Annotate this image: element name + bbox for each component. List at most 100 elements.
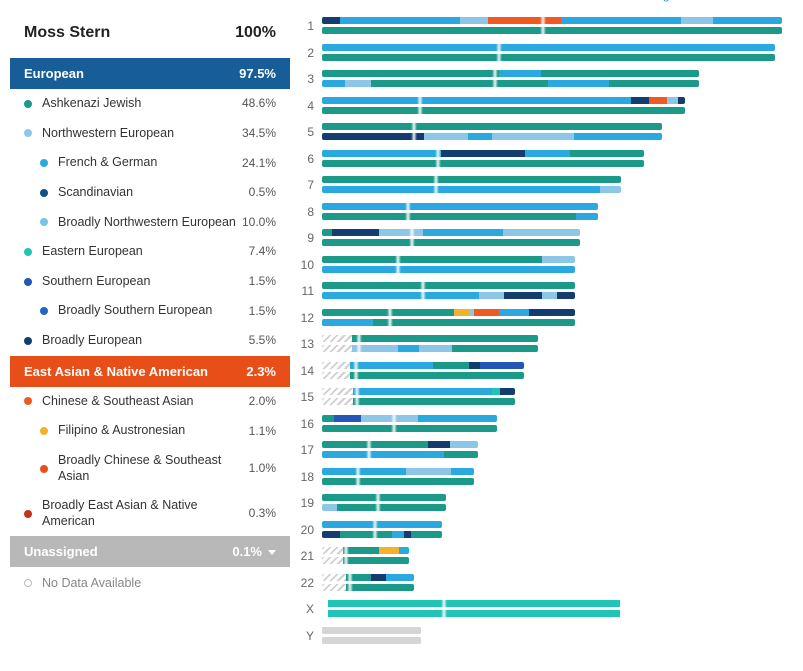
chromosome-tracks [322,362,524,380]
ancestry-item[interactable]: Broadly East Asian & Native American0.3% [10,491,290,536]
chromosome-segment [379,229,423,236]
ancestry-item[interactable]: Ashkenazi Jewish48.6% [10,89,290,119]
ancestry-item[interactable]: Broadly Northwestern European10.0% [10,208,290,238]
chromosome-segment [322,17,340,24]
chromosome-track [322,478,474,485]
chromosome-segment [345,80,371,87]
centromere-icon [409,229,415,236]
centromere-icon [366,441,372,448]
chromosome-track [322,627,421,634]
chevron-down-icon [268,550,276,555]
ancestry-item-label: Broadly European [42,333,249,349]
chromosome-segment [504,292,542,299]
chromosome-row: 14 [298,361,793,381]
chromosome-segment [423,229,503,236]
chromosome-tracks [322,229,580,247]
centromere-icon [409,239,415,246]
chromosome-number: Y [298,629,322,643]
chromosome-segment [499,309,529,316]
chromosome-track [322,256,575,263]
ancestry-item[interactable]: Broadly Chinese & Southeast Asian1.0% [10,446,290,491]
chromosome-segment [346,584,414,591]
chromosome-row: 17 [298,440,793,460]
chromosome-track [322,388,515,395]
chromosome-row: Y [298,626,793,646]
centromere-icon [540,17,546,24]
centromere-icon [435,150,441,157]
ancestry-item-pct: 1.1% [249,424,276,439]
chromosome-track [322,574,414,581]
change-confidence-link[interactable]: Change confidence level [634,0,783,2]
unassigned-pct: 0.1% [232,544,276,559]
chromosome-segment [322,441,428,448]
chromosome-segment [350,362,433,369]
chromosome-segment [398,345,420,352]
chromosome-number: 1 [298,19,322,33]
chromosome-segment [322,282,575,289]
chromosome-track [322,150,644,157]
chromosome-number: 14 [298,364,322,378]
chromosome-segment [444,451,478,458]
category-header-european[interactable]: European97.5% [10,58,290,89]
centromere-icon [375,494,381,501]
category-header-eana[interactable]: East Asian & Native American 2.3% [10,356,290,387]
centromere-icon [417,107,423,114]
chromosome-tracks [322,309,575,327]
ancestry-item[interactable]: French & German24.1% [10,148,290,178]
chromosome-segment [322,27,782,34]
chromosome-track [322,547,409,554]
chromosome-tracks [322,574,414,592]
chromosome-segment [371,80,548,87]
chromosome-segment [322,256,542,263]
ancestry-item[interactable]: Eastern European7.4% [10,237,290,267]
chromosome-number: 18 [298,470,322,484]
chromosome-row: 20 [298,520,793,540]
ancestry-item[interactable]: Northwestern European34.5% [10,119,290,149]
chromosome-segment [322,627,421,634]
ancestry-item-label: Northwestern European [42,126,242,142]
category-label: East Asian & Native American [24,364,208,379]
chromosome-tracks [322,176,621,194]
chromosome-segment [353,388,492,395]
color-dot-icon [24,100,32,108]
chromosome-segment [419,345,451,352]
chromosome-segment [600,186,621,193]
centromere-icon [395,256,401,263]
chromosome-tracks [322,415,497,433]
chromosome-row: 21 [298,546,793,566]
chromosome-segment [576,213,598,220]
ancestry-item[interactable]: Chinese & Southeast Asian2.0% [10,387,290,417]
centromere-icon [355,468,361,475]
chromosome-segment [322,44,775,51]
centromere-icon [356,345,362,352]
ancestry-item-pct: 0.3% [249,506,276,521]
chromosome-segment [649,97,667,104]
chromosome-segment [379,547,398,554]
chromosome-track [322,398,515,405]
chromosome-row: 13 [298,334,793,354]
unassigned-row[interactable]: Unassigned 0.1% [10,536,290,567]
chromosome-track [322,80,699,87]
ancestry-item[interactable]: Southern European1.5% [10,267,290,297]
ancestry-item[interactable]: Broadly Southern European1.5% [10,296,290,326]
chromosome-segment [322,319,373,326]
chromosome-track [322,123,662,130]
chromosome-segment [322,239,580,246]
centromere-icon [411,133,417,140]
color-dot-icon [40,218,48,226]
ancestry-item[interactable]: Broadly European5.5% [10,326,290,356]
chromosome-number: 10 [298,258,322,272]
category-pct: 2.3% [246,364,276,379]
chromosome-track [322,521,442,528]
color-dot-icon [40,159,48,167]
chromosome-tracks [322,627,421,645]
chromosome-track [322,239,580,246]
chromosome-segment [488,17,562,24]
chromosome-track [322,292,575,299]
chromosome-segment [433,362,469,369]
ancestry-item[interactable]: Filipino & Austronesian1.1% [10,416,290,446]
ancestry-item[interactable]: Scandinavian0.5% [10,178,290,208]
ancestry-item-label: Scandinavian [58,185,249,201]
ancestry-item-label: Chinese & Southeast Asian [42,394,249,410]
chromosome-track [322,133,662,140]
